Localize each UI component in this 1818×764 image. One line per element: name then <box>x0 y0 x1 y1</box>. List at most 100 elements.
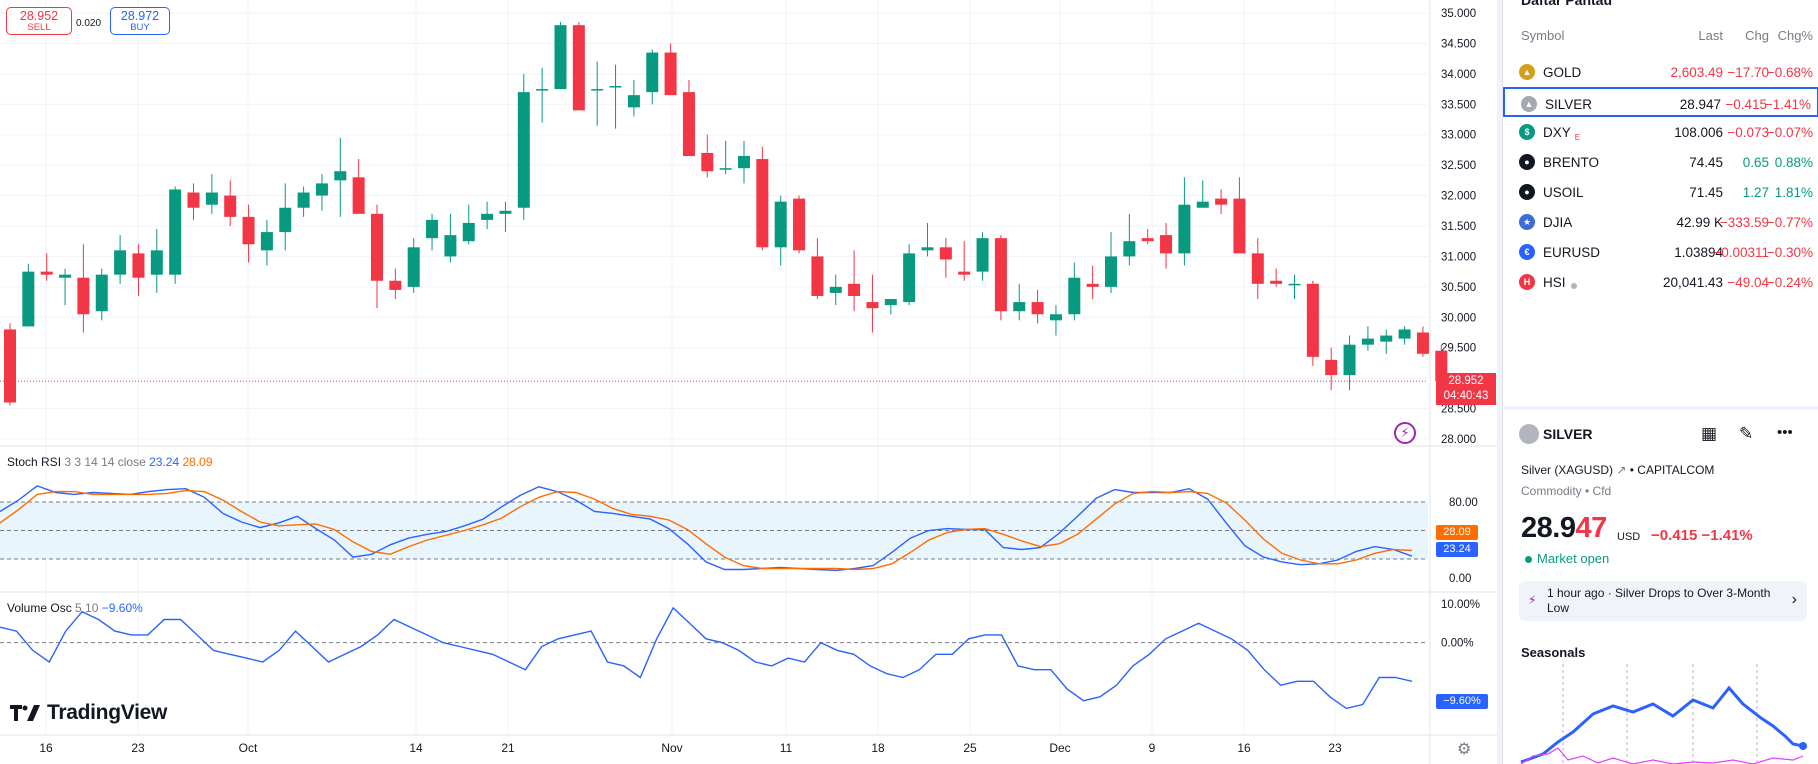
time-axis-label: Nov <box>661 741 682 755</box>
col-last[interactable]: Last <box>1698 28 1723 43</box>
candle-body <box>499 210 512 214</box>
candle-body <box>1325 359 1338 376</box>
candle-body <box>315 183 328 196</box>
watchlist-row-eurusd[interactable]: € EURUSD 1.03894 −0.00311 −0.30% <box>1503 237 1818 267</box>
watchlist-row-brento[interactable]: ● BRENTO 74.45 0.65 0.88% <box>1503 147 1818 177</box>
candlestick-chart[interactable]: 35.000 34.500 34.000 33.500 33.000 32.500 32.0… <box>0 0 1497 764</box>
news-item[interactable]: ⚡ 1 hour ago · Silver Drops to Over 3-Mo… <box>1519 581 1807 621</box>
stoch-rsi-legend[interactable]: Stoch RSI 3 3 14 14 close 23.24 28.09 <box>7 455 213 469</box>
time-axis-label: 21 <box>501 741 515 755</box>
candle-body <box>114 250 127 275</box>
candle-body <box>1288 283 1301 286</box>
watchlist-row-gold[interactable]: ▲ GOLD 2,603.49 −17.70 −0.68% <box>1503 57 1818 87</box>
panel-separator[interactable] <box>1503 406 1818 410</box>
candle-body <box>738 156 750 169</box>
tradingview-logo-icon <box>10 705 40 721</box>
time-axis-label: 11 <box>780 741 793 755</box>
countdown-value: 04:40:43 <box>1443 390 1489 402</box>
candle-body <box>22 271 35 327</box>
candle-body <box>1398 329 1411 339</box>
stoch-rsi-k-value: 23.24 <box>149 455 180 469</box>
time-axis-label: 23 <box>131 741 145 755</box>
candle-body <box>481 213 494 220</box>
panel-divider[interactable] <box>1497 0 1502 764</box>
volume-osc-tag: −9.60% <box>1436 694 1488 709</box>
detail-subtitle[interactable]: Silver (XAGUSD) ↗ • CAPITALCOM <box>1521 463 1714 477</box>
edit-icon[interactable]: ✎ <box>1739 424 1754 443</box>
candle-body <box>1178 204 1191 254</box>
symbol-last: 108.006 <box>1674 125 1723 140</box>
candle-body <box>4 329 16 403</box>
symbol-icon: ● <box>1519 154 1535 170</box>
candle-body <box>1013 302 1026 312</box>
price-axis-label: 30.000 <box>1441 312 1476 324</box>
seasonals-chart[interactable] <box>1503 664 1818 764</box>
watchlist-row-usoil[interactable]: ● USOIL 71.45 1.27 1.81% <box>1503 177 1818 207</box>
symbol-last: 2,603.49 <box>1670 65 1723 80</box>
candle-body <box>664 52 677 96</box>
external-link-icon[interactable]: ↗ <box>1616 463 1627 477</box>
candle-body <box>242 216 255 245</box>
grid-icon[interactable]: ▦ <box>1701 424 1718 443</box>
candle-body <box>1233 198 1246 254</box>
symbol-name: GOLD <box>1543 65 1582 80</box>
candle-body <box>958 271 971 275</box>
symbol-name: BRENTO <box>1543 155 1600 170</box>
seasonal-line-current <box>1520 685 1804 764</box>
candle-body <box>884 299 897 306</box>
candle-body <box>1361 338 1374 345</box>
lightning-icon[interactable]: ⚡ <box>1394 422 1416 444</box>
detail-change: −0.415 −1.41% <box>1651 527 1753 544</box>
candle-body <box>389 280 402 290</box>
candle-body <box>903 253 916 303</box>
candle-body <box>591 89 604 91</box>
tradingview-logo[interactable]: TradingView <box>10 701 167 725</box>
seasonals-title[interactable]: Seasonals <box>1521 645 1586 660</box>
symbol-pct: −0.07% <box>1766 125 1813 140</box>
news-bolt-icon: ⚡ <box>1528 593 1537 607</box>
more-icon[interactable]: ••• <box>1777 424 1793 441</box>
candle-body <box>1123 241 1136 257</box>
volume-axis-label: 0.00% <box>1441 638 1474 650</box>
watchlist-row-silver[interactable]: ▲ SILVER 28.947 −0.415 −1.41% <box>1503 87 1818 117</box>
symbol-last: 20,041.43 <box>1662 275 1723 290</box>
watchlist-row-hsi[interactable]: H HSI 20,041.43 −49.04 −0.24% <box>1503 267 1818 297</box>
detail-exchange: • CAPITALCOM <box>1629 463 1715 477</box>
col-pct[interactable]: Chg% <box>1777 28 1813 43</box>
candle-body <box>701 152 714 172</box>
candle-body <box>1196 201 1209 208</box>
time-axis-label: 16 <box>39 741 53 755</box>
candle-body <box>1306 283 1319 357</box>
candle-body <box>224 195 237 217</box>
col-symbol[interactable]: Symbol <box>1521 28 1565 43</box>
watchlist-title[interactable]: Daftar Pantau <box>1521 0 1613 8</box>
sell-button[interactable]: 28.952 SELL <box>6 7 72 35</box>
chart-area[interactable]: 35.000 34.500 34.000 33.500 33.000 32.500 32.0… <box>0 0 1497 764</box>
price-axis-label: 31.500 <box>1441 221 1476 233</box>
symbol-last: 74.45 <box>1689 155 1723 170</box>
buy-button[interactable]: 28.972 BUY <box>110 7 170 35</box>
gear-icon[interactable]: ⚙ <box>1457 741 1472 758</box>
symbol-pct: −1.41% <box>1764 97 1811 112</box>
candle-body <box>848 283 861 296</box>
symbol-icon: ★ <box>1519 214 1535 230</box>
col-chg[interactable]: Chg <box>1745 28 1769 43</box>
candle-body <box>150 250 163 275</box>
detail-category: Commodity • Cfd <box>1521 484 1612 498</box>
volume-osc-legend[interactable]: Volume Osc 5 10 −9.60% <box>7 601 143 615</box>
watchlist-row-dxy[interactable]: $ DXY E 108.006 −0.073 −0.07% <box>1503 117 1818 147</box>
candle-body <box>1343 344 1356 376</box>
symbol-last: 42.99 K <box>1676 215 1723 230</box>
candle-body <box>334 171 347 181</box>
time-axis-label: 14 <box>409 741 423 755</box>
candle-body <box>572 25 585 111</box>
candle-body <box>260 232 273 251</box>
stoch-k-tag: 23.24 <box>1436 542 1478 557</box>
watchlist-row-djia[interactable]: ★ DJIA 42.99 K −333.59 −0.77% <box>1503 207 1818 237</box>
volume-osc-line <box>0 606 1413 710</box>
price-axis-label: 31.000 <box>1441 251 1476 263</box>
stoch-k-line <box>0 485 1413 572</box>
candle-body <box>1031 302 1044 315</box>
price-axis-label: 29.500 <box>1441 343 1476 355</box>
candle-body <box>77 277 90 315</box>
